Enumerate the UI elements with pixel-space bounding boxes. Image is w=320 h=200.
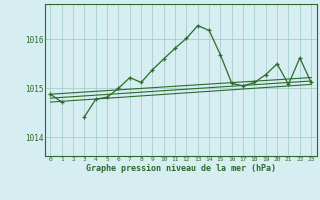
X-axis label: Graphe pression niveau de la mer (hPa): Graphe pression niveau de la mer (hPa) [86, 164, 276, 173]
